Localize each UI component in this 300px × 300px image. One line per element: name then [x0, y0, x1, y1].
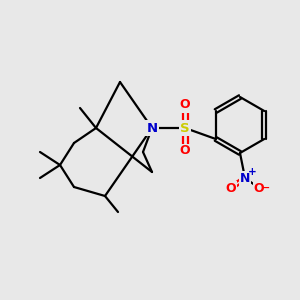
- Text: O: O: [180, 98, 190, 112]
- Text: O: O: [226, 182, 236, 194]
- Text: +: +: [248, 167, 256, 177]
- Text: N: N: [240, 172, 250, 184]
- Text: S: S: [180, 122, 190, 134]
- Text: −: −: [261, 183, 271, 193]
- Text: N: N: [146, 122, 158, 134]
- Text: O: O: [254, 182, 264, 194]
- Text: O: O: [180, 145, 190, 158]
